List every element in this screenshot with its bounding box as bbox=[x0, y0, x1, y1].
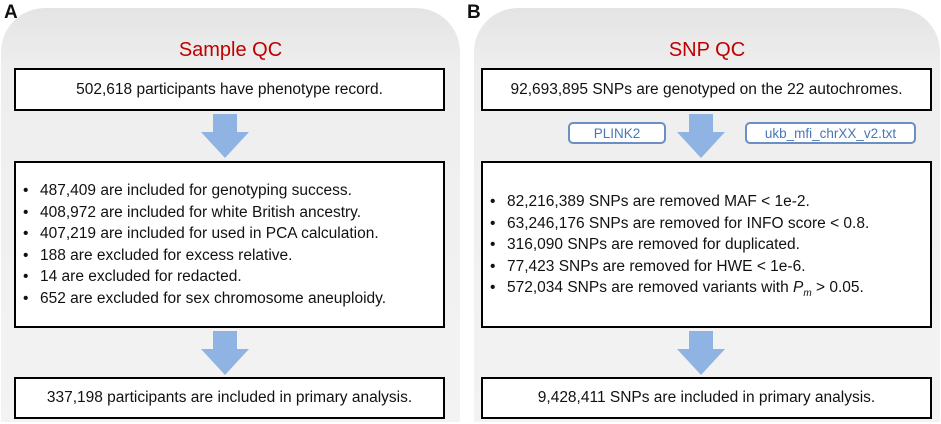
snp-criteria-box: 82,216,389 SNPs are removed MAF < 1e-2. … bbox=[481, 161, 932, 328]
snp-qc-title: SNP QC bbox=[668, 39, 746, 61]
list-item: 14 are excluded for redacted. bbox=[16, 266, 443, 288]
snp-result-text: 9,428,411 SNPs are included in primary a… bbox=[537, 389, 876, 406]
down-arrow-icon bbox=[201, 331, 249, 375]
list-item: 77,423 SNPs are removed for HWE < 1e-6. bbox=[483, 256, 930, 278]
sample-criteria-list: 487,409 are included for genotyping succ… bbox=[16, 180, 443, 309]
phenotype-record-box: 502,618 participants have phenotype reco… bbox=[14, 68, 445, 111]
list-item: 82,216,389 SNPs are removed MAF < 1e-2. bbox=[483, 191, 930, 213]
mfi-file-tag: ukb_mfi_chrXX_v2.txt bbox=[745, 122, 916, 144]
plink2-tag-label: PLINK2 bbox=[593, 125, 641, 141]
pm-subscript: m bbox=[803, 288, 812, 300]
panel-a-letter: A bbox=[4, 2, 18, 23]
sample-result-box: 337,198 participants are included in pri… bbox=[14, 377, 445, 419]
phenotype-record-text: 502,618 participants have phenotype reco… bbox=[76, 80, 383, 98]
sample-qc-title: Sample QC bbox=[178, 39, 283, 61]
list-item: 487,409 are included for genotyping succ… bbox=[16, 180, 443, 202]
sample-result-text: 337,198 participants are included in pri… bbox=[46, 389, 413, 406]
sample-qc-panel: Sample QC 502,618 participants have phen… bbox=[1, 8, 460, 422]
plink2-tag: PLINK2 bbox=[568, 122, 666, 144]
list-item: 407,219 are included for used in PCA cal… bbox=[16, 223, 443, 245]
pm-suffix: > 0.05. bbox=[811, 279, 864, 296]
snps-genotyped-box: 92,693,895 SNPs are genotyped on the 22 … bbox=[481, 68, 932, 111]
sample-criteria-box: 487,409 are included for genotyping succ… bbox=[14, 161, 445, 328]
list-item: 188 are excluded for excess relative. bbox=[16, 245, 443, 267]
snp-criteria-list: 82,216,389 SNPs are removed MAF < 1e-2. … bbox=[483, 191, 930, 305]
list-item: 63,246,176 SNPs are removed for INFO sco… bbox=[483, 213, 930, 235]
down-arrow-icon bbox=[677, 114, 725, 158]
down-arrow-icon bbox=[201, 114, 249, 158]
list-item-pm: 572,034 SNPs are removed variants with P… bbox=[483, 277, 930, 305]
pm-prefix: 572,034 SNPs are removed variants with bbox=[507, 279, 794, 296]
mfi-file-tag-label: ukb_mfi_chrXX_v2.txt bbox=[764, 125, 897, 141]
list-item: 408,972 are included for white British a… bbox=[16, 202, 443, 224]
panel-b-letter: B bbox=[467, 2, 481, 23]
list-item: 652 are excluded for sex chromosome aneu… bbox=[16, 288, 443, 310]
snp-qc-panel: SNP QC 92,693,895 SNPs are genotyped on … bbox=[474, 8, 940, 422]
list-item: 316,090 SNPs are removed for duplicated. bbox=[483, 234, 930, 256]
pm-symbol: P bbox=[793, 279, 804, 296]
snp-result-box: 9,428,411 SNPs are included in primary a… bbox=[481, 377, 932, 419]
snps-genotyped-text: 92,693,895 SNPs are genotyped on the 22 … bbox=[510, 80, 903, 98]
down-arrow-icon bbox=[677, 331, 725, 375]
